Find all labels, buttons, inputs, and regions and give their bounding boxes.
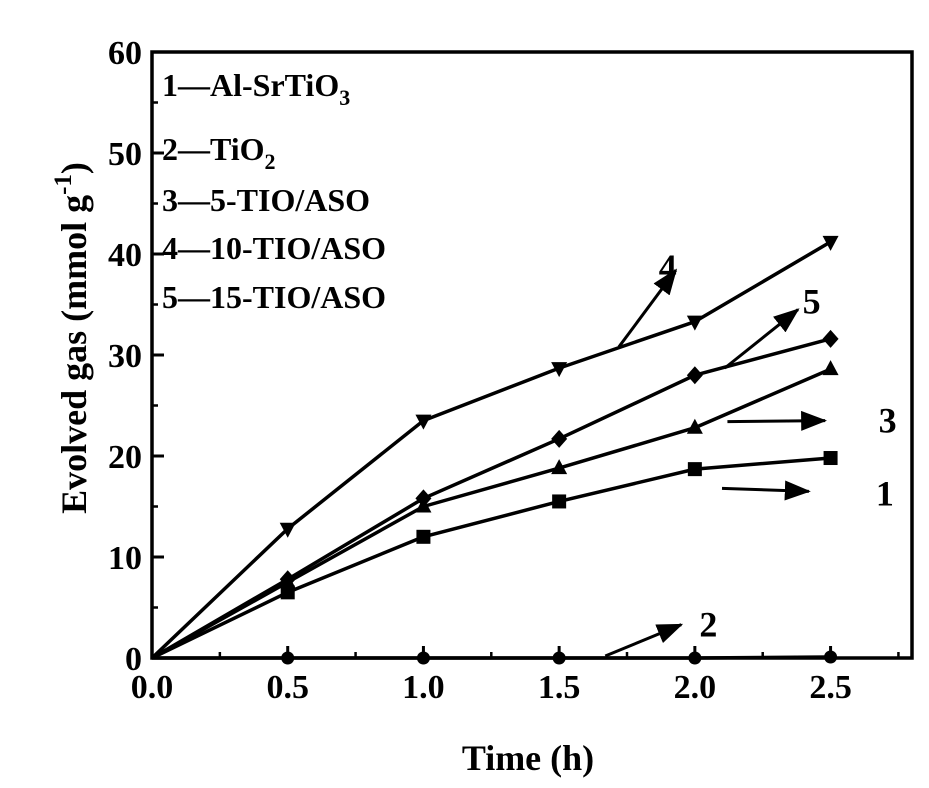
y-tick-label: 60 xyxy=(108,35,142,72)
x-tick-label: 1.0 xyxy=(402,669,445,706)
annotation-label: 2 xyxy=(699,605,717,645)
y-tick-label: 10 xyxy=(108,540,142,577)
series-line xyxy=(152,657,831,658)
legend-entry: 5—15-TIO/ASO xyxy=(162,279,386,315)
x-tick-label: 2.5 xyxy=(809,669,852,706)
legend-entry: 3—5-TIO/ASO xyxy=(162,182,370,218)
series-2 xyxy=(152,650,837,664)
y-tick-label: 30 xyxy=(108,338,142,375)
series-line xyxy=(152,369,831,658)
y-axis-title-main: Evolved gas (mmol g xyxy=(54,195,94,514)
y-axis-title-superscript: -1 xyxy=(50,174,77,195)
annotation-label: 1 xyxy=(876,473,894,513)
x-tick-label: 1.5 xyxy=(538,669,581,706)
y-tick-label: 50 xyxy=(108,136,142,173)
series-point xyxy=(687,366,703,384)
y-tick-label: 20 xyxy=(108,439,142,476)
series-point xyxy=(552,494,566,508)
y-axis-title-close: ) xyxy=(54,162,94,174)
plot-frame xyxy=(152,52,912,658)
series-point xyxy=(416,530,430,544)
svg-text:Evolved gas (mmol g-1): Evolved gas (mmol g-1) xyxy=(50,162,94,514)
legend-entry: 2—TiO2 xyxy=(162,131,276,174)
series-point xyxy=(415,415,431,430)
series-3 xyxy=(152,360,839,658)
series-point xyxy=(688,462,702,476)
y-tick-label: 0 xyxy=(125,641,142,678)
series-point xyxy=(417,652,430,665)
x-tick-label: 0.5 xyxy=(266,669,309,706)
series-point xyxy=(823,330,839,348)
x-tick-label: 2.0 xyxy=(674,669,717,706)
annotation-arrow xyxy=(725,310,798,369)
x-axis-title: Time (h) xyxy=(462,738,594,778)
annotation-label: 5 xyxy=(803,281,821,321)
series-point xyxy=(688,652,701,665)
annotation-arrow xyxy=(727,421,825,422)
series-point xyxy=(551,430,567,448)
series-point xyxy=(824,650,837,663)
annotation-label: 3 xyxy=(879,401,897,441)
annotation-label: 4 xyxy=(659,247,677,287)
series-point xyxy=(281,652,294,665)
y-tick-label: 40 xyxy=(108,237,142,274)
series-point xyxy=(553,652,566,665)
series-point xyxy=(824,451,838,465)
y-axis-title: Evolved gas (mmol g-1) xyxy=(50,162,94,514)
legend-entry: 1—Al-SrTiO3 xyxy=(162,67,350,110)
series-point xyxy=(823,360,839,375)
series-1 xyxy=(152,451,838,658)
legend-entry: 4—10-TIO/ASO xyxy=(162,230,386,266)
annotation-arrow xyxy=(605,625,681,656)
annotation-arrow xyxy=(722,488,809,491)
